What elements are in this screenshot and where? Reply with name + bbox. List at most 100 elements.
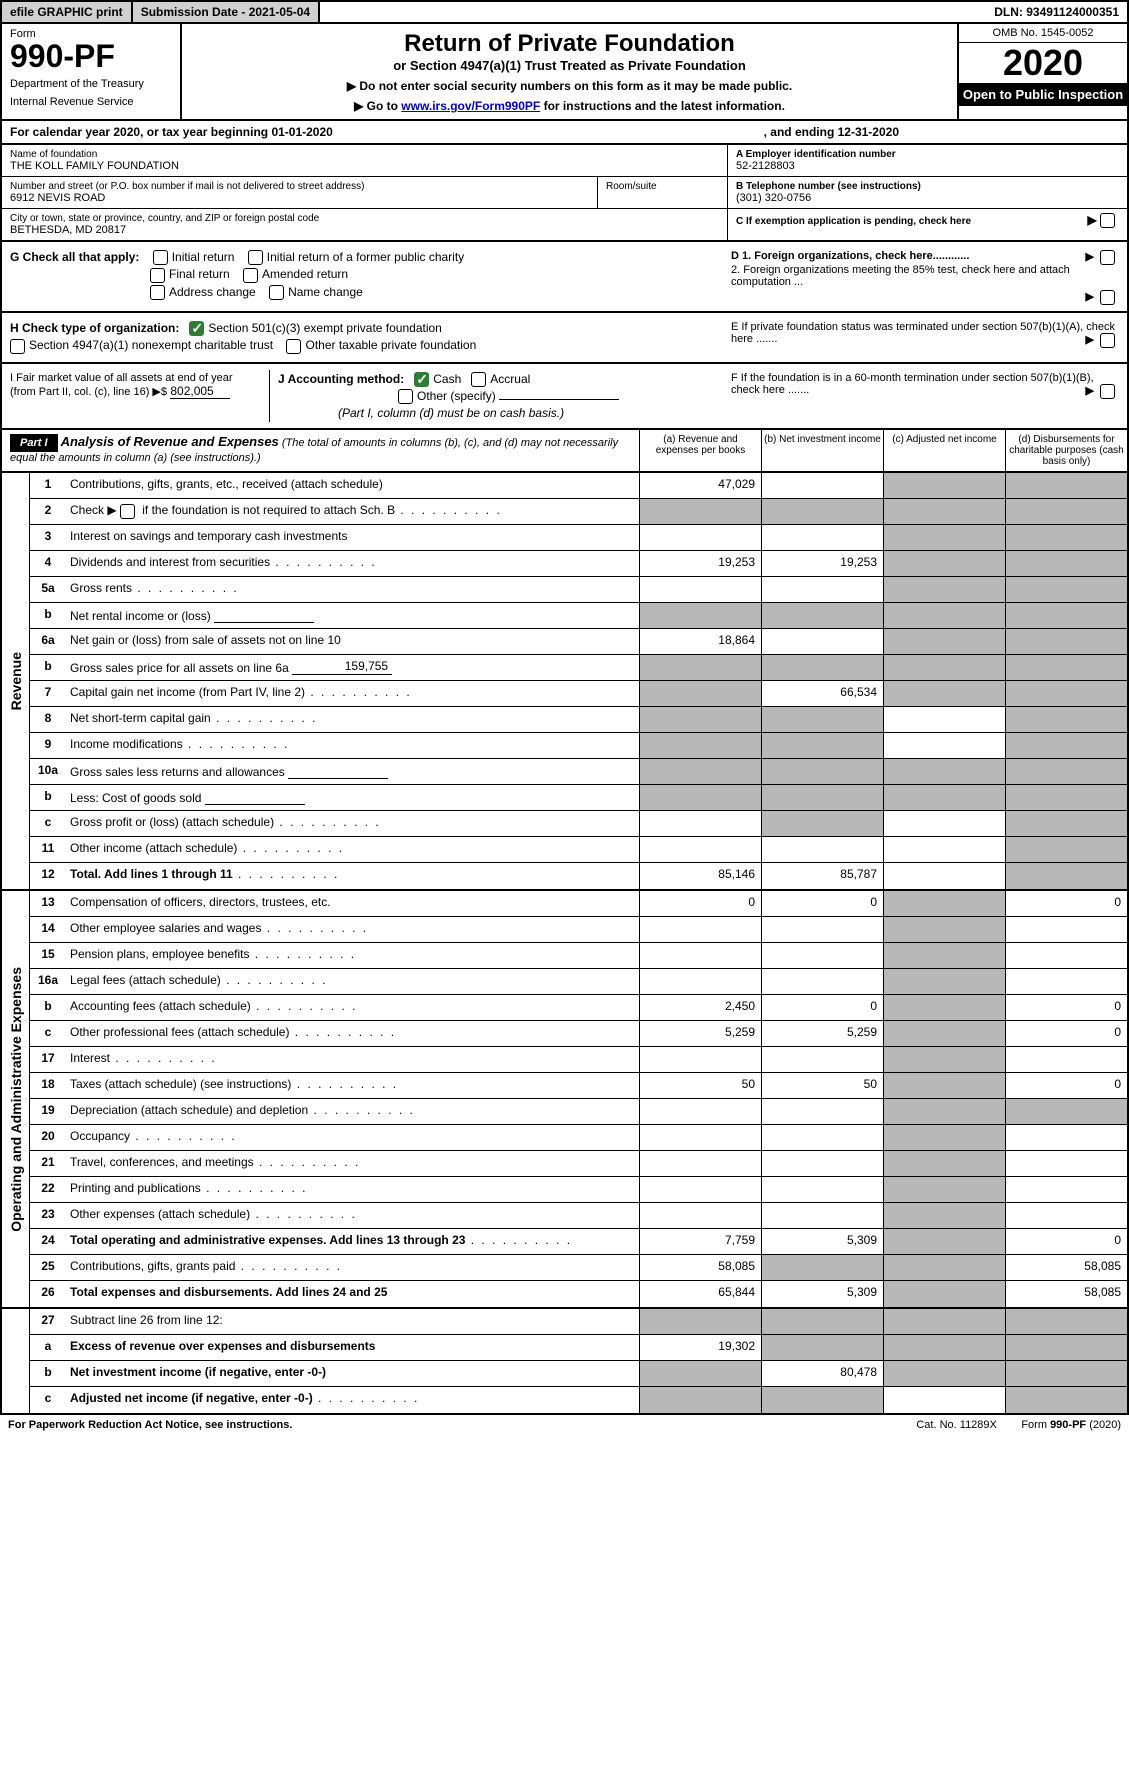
row-text: Check ▶ if the foundation is not require… — [66, 499, 639, 524]
cell-a — [639, 969, 761, 994]
row-text: Interest — [66, 1047, 639, 1072]
cell-b — [761, 943, 883, 968]
line2-checkbox[interactable] — [120, 504, 135, 519]
c-checkbox[interactable] — [1100, 213, 1115, 228]
table-row: 16aLegal fees (attach schedule) — [30, 969, 1127, 995]
cell-c — [883, 785, 1005, 810]
h-other-checkbox[interactable] — [286, 339, 301, 354]
cell-b — [761, 577, 883, 602]
cell-c — [883, 863, 1005, 889]
cell-d — [1005, 837, 1127, 862]
header-left: Form 990-PF Department of the Treasury I… — [2, 24, 182, 119]
cell-c — [883, 1125, 1005, 1150]
cell-a — [639, 733, 761, 758]
g-amended-checkbox[interactable] — [243, 268, 258, 283]
cell-c — [883, 943, 1005, 968]
cell-d: 58,085 — [1005, 1281, 1127, 1307]
col-c-header: (c) Adjusted net income — [883, 430, 1005, 471]
cell-d: 0 — [1005, 1229, 1127, 1254]
name-cell: Name of foundation THE KOLL FAMILY FOUND… — [2, 145, 727, 177]
cell-d: 0 — [1005, 891, 1127, 916]
table-row: 15Pension plans, employee benefits — [30, 943, 1127, 969]
cell-a: 18,864 — [639, 629, 761, 654]
goto-pre: ▶ Go to — [354, 99, 401, 113]
cal-year-begin: For calendar year 2020, or tax year begi… — [10, 125, 333, 139]
expenses-table: Operating and Administrative Expenses 13… — [0, 891, 1129, 1309]
ein-cell: A Employer identification number 52-2128… — [728, 145, 1127, 177]
g-final: Final return — [169, 267, 230, 281]
cell-d — [1005, 707, 1127, 732]
row-num: b — [30, 603, 66, 628]
g-address-checkbox[interactable] — [150, 285, 165, 300]
revenue-side-label: Revenue — [2, 473, 30, 889]
cell-a — [639, 1125, 761, 1150]
dept-treasury: Department of the Treasury — [10, 78, 172, 90]
row-text: Subtract line 26 from line 12: — [66, 1309, 639, 1334]
row-text: Income modifications — [66, 733, 639, 758]
row-text: Capital gain net income (from Part IV, l… — [66, 681, 639, 706]
cell-c — [883, 733, 1005, 758]
form-header: Form 990-PF Department of the Treasury I… — [0, 24, 1129, 121]
row-text: Pension plans, employee benefits — [66, 943, 639, 968]
h-501c3-checkbox[interactable] — [189, 321, 204, 336]
row-num: 27 — [30, 1309, 66, 1334]
cell-a — [639, 917, 761, 942]
submission-date: Submission Date - 2021-05-04 — [133, 2, 320, 22]
form-title: Return of Private Foundation — [194, 30, 945, 58]
h-4947-checkbox[interactable] — [10, 339, 25, 354]
cell-a: 7,759 — [639, 1229, 761, 1254]
cell-b — [761, 603, 883, 628]
e-checkbox[interactable] — [1100, 333, 1115, 348]
table-row: bLess: Cost of goods sold — [30, 785, 1127, 811]
cell-b — [761, 473, 883, 498]
row-text: Occupancy — [66, 1125, 639, 1150]
ein-label: A Employer identification number — [736, 149, 1119, 160]
cell-b — [761, 1125, 883, 1150]
g-name-checkbox[interactable] — [269, 285, 284, 300]
cell-c — [883, 1203, 1005, 1228]
row-text: Travel, conferences, and meetings — [66, 1151, 639, 1176]
cell-c — [883, 837, 1005, 862]
cell-d — [1005, 943, 1127, 968]
cell-c — [883, 891, 1005, 916]
row-text: Less: Cost of goods sold — [66, 785, 639, 810]
row-text: Interest on savings and temporary cash i… — [66, 525, 639, 550]
row-num: 18 — [30, 1073, 66, 1098]
efile-button[interactable]: efile GRAPHIC print — [2, 2, 133, 22]
d2-checkbox[interactable] — [1100, 290, 1115, 305]
part1-label: Part I — [10, 434, 58, 452]
g-initial-checkbox[interactable] — [153, 250, 168, 265]
row-text: Gross rents — [66, 577, 639, 602]
cell-c — [883, 1309, 1005, 1334]
g-initial-former-checkbox[interactable] — [248, 250, 263, 265]
checks-row-h: H Check type of organization: Section 50… — [0, 313, 1129, 364]
room-cell: Room/suite — [597, 177, 727, 208]
cell-a — [639, 1203, 761, 1228]
j-cash-checkbox[interactable] — [414, 372, 429, 387]
j-accrual-checkbox[interactable] — [471, 372, 486, 387]
cell-a: 2,450 — [639, 995, 761, 1020]
cell-c — [883, 655, 1005, 680]
table-row: bGross sales price for all assets on lin… — [30, 655, 1127, 681]
exemption-pending-cell: C If exemption application is pending, c… — [728, 209, 1127, 231]
cell-a — [639, 1361, 761, 1386]
cell-b: 5,309 — [761, 1281, 883, 1307]
row-num: 9 — [30, 733, 66, 758]
cell-a — [639, 681, 761, 706]
cell-a: 50 — [639, 1073, 761, 1098]
j-other-checkbox[interactable] — [398, 389, 413, 404]
table-row: bNet rental income or (loss) — [30, 603, 1127, 629]
f-checkbox[interactable] — [1100, 384, 1115, 399]
cell-a: 58,085 — [639, 1255, 761, 1280]
cell-d — [1005, 551, 1127, 576]
table-row: 14Other employee salaries and wages — [30, 917, 1127, 943]
irs-link[interactable]: www.irs.gov/Form990PF — [401, 99, 540, 113]
d1-label: D 1. Foreign organizations, check here..… — [731, 250, 969, 262]
cell-d — [1005, 629, 1127, 654]
cell-d — [1005, 1361, 1127, 1386]
row-text: Total. Add lines 1 through 11 — [66, 863, 639, 889]
d1-checkbox[interactable] — [1100, 250, 1115, 265]
cell-d — [1005, 785, 1127, 810]
g-final-checkbox[interactable] — [150, 268, 165, 283]
cell-d: 58,085 — [1005, 1255, 1127, 1280]
